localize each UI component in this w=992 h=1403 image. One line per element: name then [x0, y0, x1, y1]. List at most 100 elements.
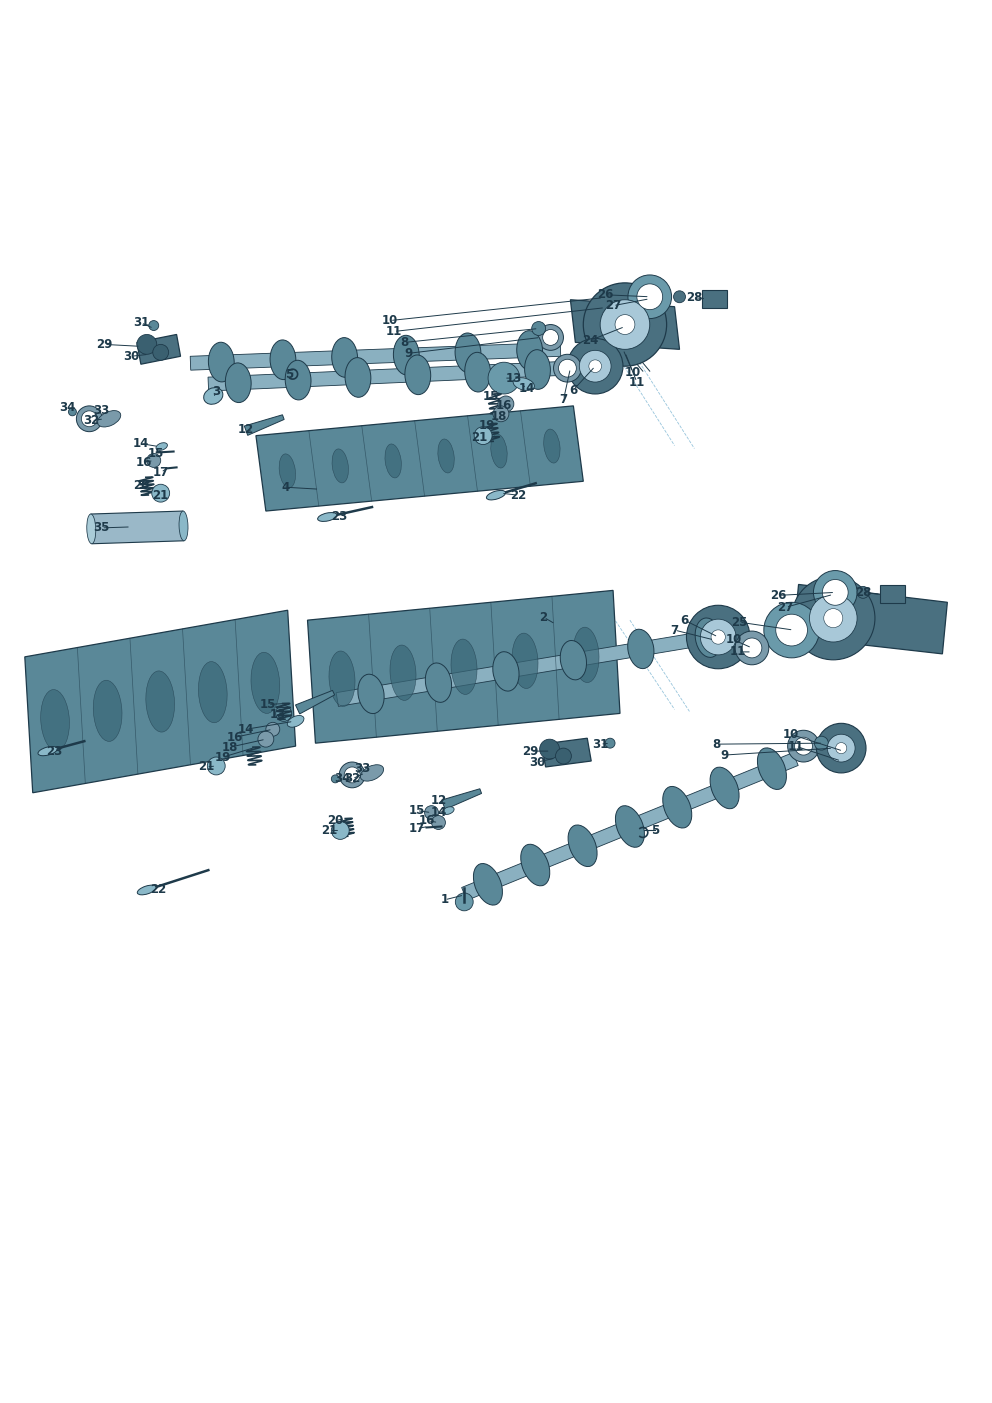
Ellipse shape: [628, 629, 654, 669]
Polygon shape: [542, 738, 591, 767]
Circle shape: [711, 630, 725, 644]
Text: 8: 8: [401, 335, 409, 349]
Polygon shape: [91, 511, 184, 544]
Ellipse shape: [345, 358, 371, 397]
Text: 3: 3: [212, 386, 220, 398]
Circle shape: [605, 738, 615, 748]
Text: 9: 9: [405, 347, 413, 359]
Ellipse shape: [517, 331, 543, 370]
Ellipse shape: [385, 443, 402, 478]
Ellipse shape: [473, 863, 502, 905]
Circle shape: [628, 275, 672, 318]
Text: 13: 13: [506, 372, 522, 384]
Circle shape: [579, 351, 611, 382]
Text: 11: 11: [629, 376, 645, 389]
Circle shape: [339, 762, 365, 788]
Circle shape: [822, 579, 848, 605]
Polygon shape: [208, 361, 567, 391]
Ellipse shape: [156, 443, 168, 450]
Ellipse shape: [560, 641, 586, 680]
Text: 1: 1: [440, 894, 448, 906]
Circle shape: [68, 408, 76, 415]
Bar: [702, 290, 726, 307]
Ellipse shape: [455, 333, 481, 373]
Ellipse shape: [513, 377, 535, 390]
Polygon shape: [25, 610, 296, 793]
Polygon shape: [137, 334, 181, 365]
Text: 34: 34: [334, 773, 350, 786]
Text: 32: 32: [83, 414, 99, 428]
Circle shape: [567, 338, 623, 394]
Circle shape: [857, 586, 869, 598]
Text: 5: 5: [651, 824, 659, 838]
Text: 29: 29: [523, 745, 539, 758]
Text: 6: 6: [569, 383, 577, 397]
Ellipse shape: [521, 845, 550, 885]
Circle shape: [488, 362, 520, 394]
Text: 17: 17: [409, 822, 425, 835]
Text: 23: 23: [47, 745, 62, 758]
Ellipse shape: [695, 617, 721, 658]
Text: 22: 22: [510, 488, 526, 502]
Circle shape: [532, 321, 546, 335]
Text: 15: 15: [148, 448, 164, 460]
Text: 14: 14: [133, 438, 149, 450]
Text: 10: 10: [625, 366, 641, 379]
Text: 16: 16: [496, 400, 512, 412]
Circle shape: [615, 314, 635, 334]
Circle shape: [276, 706, 292, 721]
Text: 19: 19: [215, 751, 231, 763]
Ellipse shape: [288, 716, 304, 727]
Ellipse shape: [251, 652, 280, 714]
Text: 14: 14: [238, 723, 254, 735]
Text: 24: 24: [582, 334, 598, 347]
Ellipse shape: [615, 805, 645, 847]
Circle shape: [792, 577, 875, 659]
Text: 18: 18: [491, 410, 507, 424]
Text: 21: 21: [471, 431, 487, 445]
Ellipse shape: [544, 429, 560, 463]
Text: 2: 2: [540, 610, 548, 624]
Text: 12: 12: [238, 424, 254, 436]
Text: 35: 35: [93, 522, 109, 535]
Ellipse shape: [758, 748, 787, 790]
Text: 9: 9: [720, 749, 728, 762]
Text: 11: 11: [788, 739, 804, 752]
Circle shape: [554, 355, 581, 382]
Text: 16: 16: [227, 731, 243, 744]
Circle shape: [686, 605, 750, 669]
Ellipse shape: [426, 664, 451, 703]
Ellipse shape: [41, 689, 69, 751]
Circle shape: [823, 609, 843, 627]
Text: 11: 11: [730, 645, 746, 658]
Circle shape: [498, 396, 514, 412]
Text: 20: 20: [327, 814, 343, 826]
Ellipse shape: [331, 338, 357, 377]
Text: 26: 26: [771, 589, 787, 602]
Ellipse shape: [203, 387, 223, 404]
Circle shape: [455, 892, 473, 911]
Text: 19: 19: [479, 419, 495, 432]
Circle shape: [776, 615, 807, 645]
Polygon shape: [441, 788, 481, 810]
Ellipse shape: [358, 675, 384, 714]
Ellipse shape: [208, 342, 234, 382]
Circle shape: [331, 822, 349, 839]
Polygon shape: [794, 585, 947, 654]
Text: 31: 31: [592, 738, 608, 751]
Ellipse shape: [394, 335, 420, 375]
Ellipse shape: [329, 651, 355, 706]
Polygon shape: [256, 405, 583, 511]
Text: 30: 30: [530, 755, 546, 769]
Circle shape: [813, 571, 857, 615]
Circle shape: [147, 453, 161, 467]
Text: 15: 15: [483, 390, 499, 404]
Circle shape: [835, 742, 847, 753]
Text: 16: 16: [136, 456, 152, 469]
Ellipse shape: [97, 411, 121, 427]
Ellipse shape: [137, 885, 157, 895]
Circle shape: [538, 324, 563, 351]
Circle shape: [600, 300, 650, 349]
Text: 15: 15: [409, 804, 425, 817]
Ellipse shape: [512, 633, 538, 689]
